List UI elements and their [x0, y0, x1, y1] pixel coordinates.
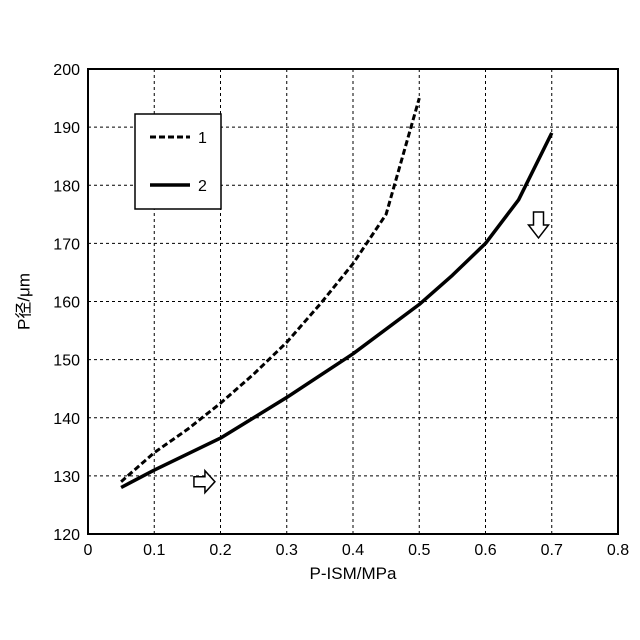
x-tick-label: 0.6 — [474, 542, 496, 559]
arrow-down-icon — [529, 212, 549, 238]
y-tick-label: 140 — [53, 411, 80, 428]
y-tick-label: 200 — [53, 62, 80, 79]
arrow-right-icon — [194, 471, 215, 493]
x-tick-label: 0.5 — [408, 542, 430, 559]
x-tick-label: 0.1 — [143, 542, 165, 559]
y-tick-label: 120 — [53, 527, 80, 544]
annotation-layer — [194, 212, 549, 493]
y-tick-label: 170 — [53, 236, 80, 253]
legend-box — [135, 114, 221, 209]
legend-label-2: 2 — [198, 178, 207, 195]
y-tick-label: 130 — [53, 469, 80, 486]
y-tick-label: 160 — [53, 295, 80, 312]
x-tick-label: 0.8 — [607, 542, 629, 559]
y-tick-label: 180 — [53, 178, 80, 195]
y-tick-label: 150 — [53, 353, 80, 370]
y-axis-label: P径/μm — [14, 273, 33, 330]
x-tick-label: 0.7 — [541, 542, 563, 559]
legend: 12 — [135, 114, 221, 209]
x-tick-label: 0.2 — [209, 542, 231, 559]
x-axis-label: P-ISM/MPa — [310, 564, 397, 583]
y-tick-label: 190 — [53, 120, 80, 137]
x-tick-label: 0.4 — [342, 542, 364, 559]
legend-label-1: 1 — [198, 130, 207, 147]
y-axis-ticks: 120 130 140 150 160 170 180 190 200 — [53, 62, 80, 544]
x-tick-label: 0.3 — [276, 542, 298, 559]
x-tick-label: 0 — [84, 542, 93, 559]
x-axis-ticks: 0 0.1 0.2 0.3 0.4 0.5 0.6 0.7 0.8 — [84, 542, 630, 559]
